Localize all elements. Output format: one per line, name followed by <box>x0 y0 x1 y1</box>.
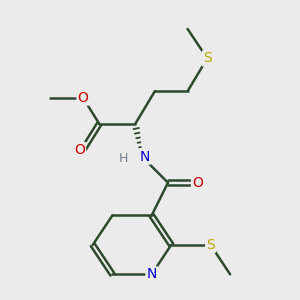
Text: N: N <box>140 149 150 164</box>
Text: S: S <box>203 51 212 65</box>
Text: S: S <box>206 238 215 252</box>
Text: H: H <box>119 152 128 165</box>
Text: O: O <box>192 176 203 190</box>
Text: N: N <box>146 267 157 281</box>
Text: O: O <box>74 143 85 157</box>
Text: O: O <box>77 91 88 105</box>
